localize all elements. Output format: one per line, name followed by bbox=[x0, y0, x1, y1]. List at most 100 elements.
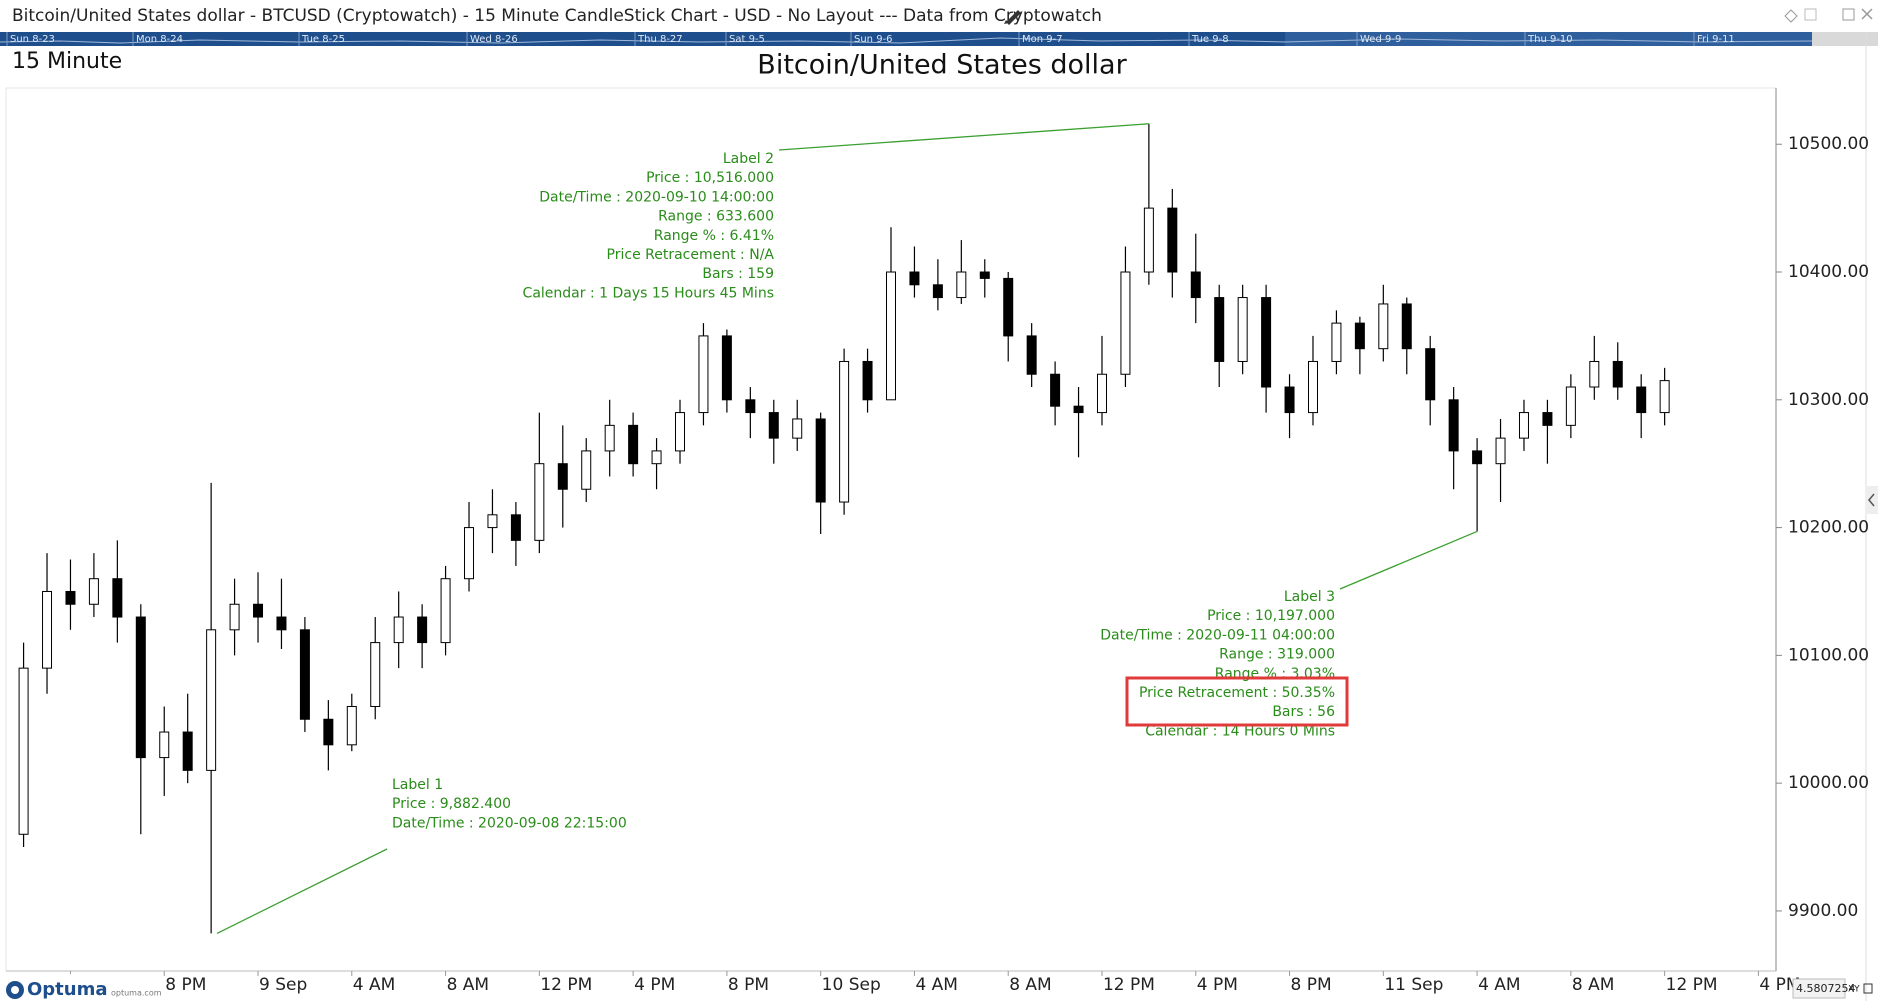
candle-body bbox=[862, 360, 873, 401]
annotation-text: Price : 9,882.400 bbox=[392, 796, 511, 812]
annotation-text: Date/Time : 2020-09-08 22:15:00 bbox=[392, 815, 627, 831]
candle-body bbox=[18, 667, 29, 835]
navigator-date: Tue 8-25 bbox=[301, 34, 345, 45]
x-tick-label: 4 PM bbox=[634, 975, 675, 995]
candle-body bbox=[276, 616, 287, 631]
annotation-text: Bars : 56 bbox=[1272, 704, 1335, 720]
annotation-text: Range : 319.000 bbox=[1219, 647, 1335, 663]
x-tick-label: 11 Sep bbox=[1384, 975, 1443, 995]
x-tick-label: 12 PM bbox=[1103, 975, 1155, 995]
candle-body bbox=[1284, 386, 1295, 414]
x-tick-label: 4 PM bbox=[1759, 975, 1800, 995]
annotation-text: Price : 10,516.000 bbox=[646, 170, 774, 186]
y-tick-label: 10000.00 bbox=[1788, 773, 1869, 793]
x-tick-label: 4 AM bbox=[353, 975, 396, 995]
candle-body bbox=[628, 424, 639, 465]
candle-body bbox=[135, 616, 146, 759]
candle-body bbox=[1307, 360, 1318, 414]
popout-icon[interactable] bbox=[1804, 8, 1817, 21]
x-tick-label: 8 AM bbox=[447, 975, 490, 995]
candle-body bbox=[1003, 277, 1014, 337]
candle-body bbox=[815, 418, 826, 503]
candle-body bbox=[510, 514, 521, 541]
window-title: Bitcoin/United States dollar - BTCUSD (C… bbox=[12, 6, 1102, 26]
annotation-leader bbox=[216, 848, 388, 935]
navigator-date: Thu 9-10 bbox=[1527, 34, 1573, 45]
candle-body bbox=[909, 271, 920, 286]
brand-site: optuma.com bbox=[111, 989, 162, 998]
candle-body bbox=[1120, 271, 1131, 375]
logo-area bbox=[0, 974, 150, 1001]
pin-icon[interactable] bbox=[1784, 9, 1798, 23]
side-panel-tab[interactable] bbox=[1866, 486, 1878, 514]
timeframe: 15 Minute bbox=[12, 49, 122, 74]
navigator-date: Sun 8-23 bbox=[10, 34, 55, 45]
candle-body bbox=[1190, 271, 1201, 299]
candle-body bbox=[1026, 335, 1037, 375]
candle-body bbox=[229, 603, 240, 631]
lock-icon[interactable] bbox=[1863, 983, 1873, 994]
candle-body bbox=[956, 271, 967, 299]
annotation-text: Range : 633.600 bbox=[658, 209, 774, 225]
navigator-date: Tue 9-8 bbox=[1191, 34, 1229, 45]
annotation-leader bbox=[778, 123, 1149, 151]
side-panel-arrow bbox=[1868, 493, 1875, 507]
x-tick-label: 12 PM bbox=[540, 975, 592, 995]
candle-body bbox=[299, 629, 310, 720]
candle-body bbox=[1518, 412, 1529, 439]
candle-body bbox=[65, 590, 76, 605]
y-tick-label: 10300.00 bbox=[1788, 390, 1869, 410]
annotation-text: Range % : 6.41% bbox=[654, 228, 774, 244]
candle-body bbox=[1495, 437, 1506, 465]
close-button[interactable] bbox=[1861, 8, 1873, 20]
candle-body bbox=[1448, 399, 1459, 452]
navigator-window[interactable] bbox=[1285, 32, 1812, 46]
mode[interactable]: XY bbox=[1848, 985, 1860, 995]
candle-body bbox=[651, 450, 662, 465]
candle-body bbox=[440, 578, 451, 644]
annotation-text: Label 3 bbox=[1284, 589, 1335, 605]
candle-body bbox=[182, 731, 193, 771]
annotation-text: Label 1 bbox=[392, 777, 443, 793]
x-tick-label: 8 AM bbox=[1009, 975, 1052, 995]
candle-body bbox=[698, 335, 709, 414]
navigator-date: Fri 9-11 bbox=[1697, 34, 1735, 45]
y-tick-label: 10200.00 bbox=[1788, 518, 1869, 538]
annotation-text: Calendar : 14 Hours 0 Mins bbox=[1145, 723, 1335, 739]
candle-body bbox=[464, 527, 475, 580]
annotation-text: Calendar : 1 Days 15 Hours 45 Mins bbox=[523, 285, 774, 301]
edit-icon[interactable] bbox=[1004, 10, 1021, 25]
y-tick-label: 10400.00 bbox=[1788, 262, 1869, 282]
y-tick-label: 10100.00 bbox=[1788, 645, 1869, 665]
x-tick-label: 8 PM bbox=[728, 975, 769, 995]
candle-body bbox=[1636, 386, 1647, 414]
candle-body bbox=[487, 514, 498, 529]
navigator-date: Mon 9-7 bbox=[1022, 34, 1063, 45]
candle-body bbox=[557, 463, 568, 490]
candle-body bbox=[253, 603, 264, 618]
x-tick-label: 8 PM bbox=[165, 975, 206, 995]
candle-body bbox=[1425, 348, 1436, 401]
x-tick-label: 12 PM bbox=[1666, 975, 1718, 995]
annotation-text: Label 2 bbox=[723, 151, 774, 167]
candle-body bbox=[88, 578, 99, 605]
plot-frame bbox=[5, 87, 1777, 972]
maximize-button[interactable] bbox=[1842, 8, 1855, 21]
candle-body bbox=[1073, 405, 1084, 414]
logo-icon-inner bbox=[11, 986, 19, 994]
candle-body bbox=[1261, 297, 1272, 388]
candle-body bbox=[932, 284, 943, 299]
candle-body bbox=[721, 335, 732, 401]
candle-body bbox=[1612, 360, 1623, 388]
navigator-date: Sun 9-6 bbox=[854, 34, 893, 45]
navigator-date: Mon 8-24 bbox=[136, 34, 183, 45]
navigator-line bbox=[0, 37, 1813, 44]
annotation-text: Date/Time : 2020-09-10 14:00:00 bbox=[539, 189, 774, 205]
cursor-value: 4.5807254 bbox=[1796, 982, 1856, 995]
y-tick-label: 9900.00 bbox=[1788, 901, 1858, 921]
navigator-date: Thu 8-27 bbox=[637, 34, 683, 45]
candle-body bbox=[1401, 303, 1412, 350]
candle-body bbox=[1378, 303, 1389, 350]
